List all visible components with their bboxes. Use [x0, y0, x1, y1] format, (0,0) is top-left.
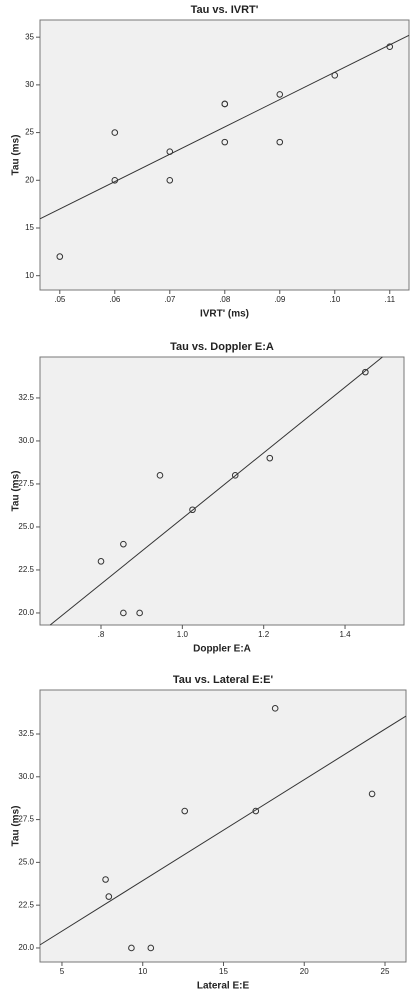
data-point — [189, 506, 196, 514]
y-tick-label: 30.0 — [18, 436, 34, 445]
data-point — [252, 807, 260, 815]
y-axis-label: Tau (ms) — [11, 135, 22, 176]
data-point — [231, 472, 239, 479]
data-point — [266, 454, 274, 462]
x-tick-label: .10 — [329, 295, 341, 304]
data-point — [276, 138, 284, 146]
y-tick-label: 20 — [25, 175, 34, 184]
fit-line — [49, 356, 383, 626]
data-point — [56, 253, 64, 260]
x-tick-label: 20 — [300, 967, 309, 976]
data-point — [221, 138, 229, 146]
x-tick-label: .11 — [384, 295, 395, 304]
data-point — [105, 893, 113, 900]
y-tick-label: 20.0 — [18, 608, 34, 617]
data-point — [97, 558, 105, 565]
chart-title: Tau vs. IVRT' — [191, 4, 259, 16]
data-point — [120, 540, 127, 548]
x-tick-label: 1.2 — [258, 630, 270, 639]
data-point — [156, 472, 164, 479]
plot-area — [39, 19, 410, 291]
x-axis-label: IVRT' (ms) — [200, 309, 249, 320]
data-point — [136, 609, 143, 617]
y-tick-label: 30.0 — [18, 772, 34, 781]
data-point — [128, 944, 135, 952]
data-point — [111, 176, 119, 184]
x-tick-label: .06 — [109, 295, 121, 304]
data-point — [362, 368, 369, 376]
data-point — [120, 609, 127, 617]
x-axis-label: Doppler E:A — [193, 644, 251, 655]
fit-line — [39, 715, 407, 946]
x-tick-label: 5 — [60, 967, 65, 976]
x-axis-label: Lateral E:E — [197, 981, 250, 992]
data-point — [386, 43, 394, 51]
data-point — [181, 807, 189, 815]
y-tick-label: 22.5 — [18, 900, 34, 909]
y-tick-label: 25.0 — [18, 522, 34, 531]
plot-area — [39, 356, 405, 626]
y-tick-label: 25.0 — [18, 857, 34, 866]
y-tick-label: 30 — [25, 80, 34, 89]
y-tick-label: 32.5 — [18, 729, 34, 738]
data-point — [147, 944, 155, 952]
chart-title: Tau vs. Lateral E:E' — [173, 674, 274, 686]
y-tick-label: 10 — [25, 271, 34, 280]
y-tick-label: 35 — [25, 32, 34, 41]
data-point — [276, 91, 284, 98]
data-point — [221, 100, 229, 108]
x-tick-label: 1.4 — [339, 630, 351, 639]
y-axis-label: Tau (ms) — [11, 471, 22, 512]
x-tick-label: .08 — [219, 295, 231, 304]
data-point — [331, 72, 339, 79]
x-tick-label: 10 — [138, 967, 147, 976]
data-point — [368, 790, 376, 798]
y-tick-label: 20.0 — [18, 943, 34, 952]
chart-title: Tau vs. Doppler E:A — [170, 341, 274, 353]
fit-line — [39, 34, 410, 220]
data-point — [111, 129, 119, 136]
data-point — [166, 148, 174, 155]
y-tick-label: 27.5 — [18, 479, 34, 488]
x-tick-label: .8 — [98, 630, 105, 639]
y-tick-label: 25 — [25, 128, 34, 137]
data-point — [271, 705, 279, 712]
data-point — [166, 176, 174, 184]
x-tick-label: 1.0 — [177, 630, 189, 639]
data-point — [102, 876, 109, 883]
y-tick-label: 15 — [25, 223, 34, 232]
y-tick-label: 32.5 — [18, 393, 34, 402]
x-tick-label: .07 — [164, 295, 176, 304]
y-tick-label: 22.5 — [18, 565, 34, 574]
x-tick-label: 25 — [381, 967, 390, 976]
x-tick-label: 15 — [219, 967, 228, 976]
x-tick-label: .05 — [54, 295, 66, 304]
x-tick-label: .09 — [274, 295, 286, 304]
plot-area — [39, 689, 407, 963]
y-axis-label: Tau (ms) — [11, 806, 22, 847]
y-tick-label: 27.5 — [18, 815, 34, 824]
